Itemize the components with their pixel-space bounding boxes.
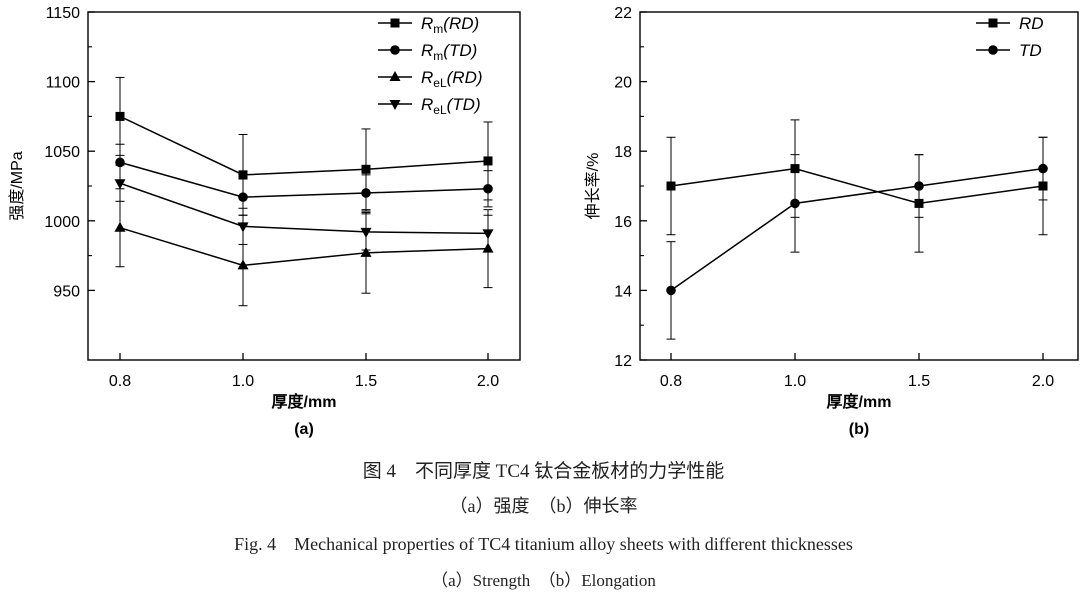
y-tick-label: 22 — [614, 5, 632, 22]
caption-en-title: Fig. 4 Mechanical properties of TC4 tita… — [234, 534, 853, 554]
series-line — [119, 161, 489, 198]
caption-en-subtitle: （a）Strength （b）Elongation — [431, 571, 656, 590]
legend-marker — [988, 45, 998, 55]
x-axis-label: 厚度/mm — [827, 392, 892, 411]
data-point — [115, 111, 125, 121]
data-point — [790, 198, 800, 209]
legend-item: RD — [976, 14, 1044, 33]
legend-label: RD — [1019, 14, 1044, 33]
legend-label: Rm(RD) — [421, 14, 479, 36]
x-axis-label: 厚度/mm — [272, 392, 337, 411]
data-point — [237, 259, 249, 270]
legend-label: Rm(TD) — [421, 41, 477, 63]
figure-canvas: 950 1000 1050 1100 1150 0.8 1.0 1.5 2.0 厚度/mm 强度/M… — [8, 5, 1079, 438]
y-tick-label: 1150 — [46, 5, 81, 22]
series-line — [119, 182, 489, 235]
series-R_eL(RD) — [114, 188, 494, 307]
series-line — [119, 227, 489, 267]
x-tick-label: 1.5 — [908, 373, 930, 390]
caption-cn-subtitle: （a）强度 （b）伸长率 — [449, 496, 638, 516]
data-point — [483, 183, 493, 194]
data-point — [238, 192, 248, 202]
legend-item: Rm(RD) — [378, 14, 479, 36]
data-point — [360, 227, 372, 238]
legend-marker — [389, 71, 401, 81]
y-axis-label: 伸长率/% — [584, 153, 602, 220]
panel-label: (a) — [294, 421, 314, 438]
x-tick-label: 1.5 — [355, 373, 377, 390]
series-line — [670, 167, 1044, 292]
caption-cn-title: 图 4 不同厚度 TC4 钛合金板材的力学性能 — [362, 461, 725, 482]
legend-label: ReL(TD) — [421, 95, 481, 117]
plot-frame — [87, 11, 521, 361]
y-tick-label: 1050 — [44, 144, 80, 161]
series-line — [119, 115, 489, 176]
series-TD — [666, 136, 1048, 340]
legend-marker — [988, 18, 998, 28]
legend-item: Rm(TD) — [378, 41, 477, 63]
y-axis-label: 强度/MPa — [8, 151, 26, 220]
x-tick-label: 2.0 — [477, 373, 499, 390]
series-line — [670, 167, 1044, 205]
legend-marker — [390, 45, 400, 55]
y-tick-label: 18 — [614, 144, 632, 161]
data-point — [114, 221, 126, 232]
y-tick-label: 950 — [53, 283, 80, 300]
series-R_m(TD) — [115, 143, 493, 216]
x-tick-label: 1.0 — [784, 373, 806, 390]
series-R_eL(TD) — [114, 164, 494, 252]
panel-label: (b) — [849, 421, 869, 438]
data-point — [482, 229, 494, 240]
strength-chart: 950 1000 1050 1100 1150 0.8 1.0 1.5 2.0 厚度/mm 强度/M… — [8, 5, 521, 438]
y-tick-label: 1000 — [44, 214, 80, 231]
legend-marker — [390, 18, 400, 28]
data-point — [360, 246, 372, 257]
data-point — [666, 181, 676, 191]
data-point — [914, 181, 924, 191]
data-point — [361, 164, 371, 174]
legend-item: ReL(TD) — [378, 95, 481, 117]
y-tick-label: 1100 — [46, 75, 81, 92]
data-point — [483, 156, 493, 166]
x-tick-label: 0.8 — [109, 373, 131, 390]
x-tick-label: 1.0 — [232, 373, 254, 390]
y-tick-label: 16 — [614, 214, 632, 231]
data-point — [237, 222, 249, 233]
legend-item: TD — [976, 41, 1042, 60]
data-point — [238, 170, 248, 180]
legend-marker — [389, 100, 401, 110]
legend-label: TD — [1019, 41, 1042, 60]
x-tick-label: 0.8 — [660, 373, 682, 390]
legend-item: ReL(RD) — [378, 68, 483, 90]
y-tick-label: 14 — [614, 283, 632, 300]
elongation-chart: 12 14 16 18 20 22 0.8 1.0 1.5 2.0 厚度/mm 伸长率/% (b) RD T… — [584, 5, 1079, 438]
data-point — [666, 285, 676, 296]
x-tick-label: 2.0 — [1032, 373, 1054, 390]
y-tick-label: 20 — [614, 75, 632, 92]
data-point — [361, 188, 371, 198]
y-tick-label: 12 — [614, 353, 632, 370]
data-point — [114, 179, 126, 190]
series-RD — [666, 119, 1048, 253]
legend-label: ReL(RD) — [421, 68, 483, 90]
data-point — [1038, 163, 1048, 174]
